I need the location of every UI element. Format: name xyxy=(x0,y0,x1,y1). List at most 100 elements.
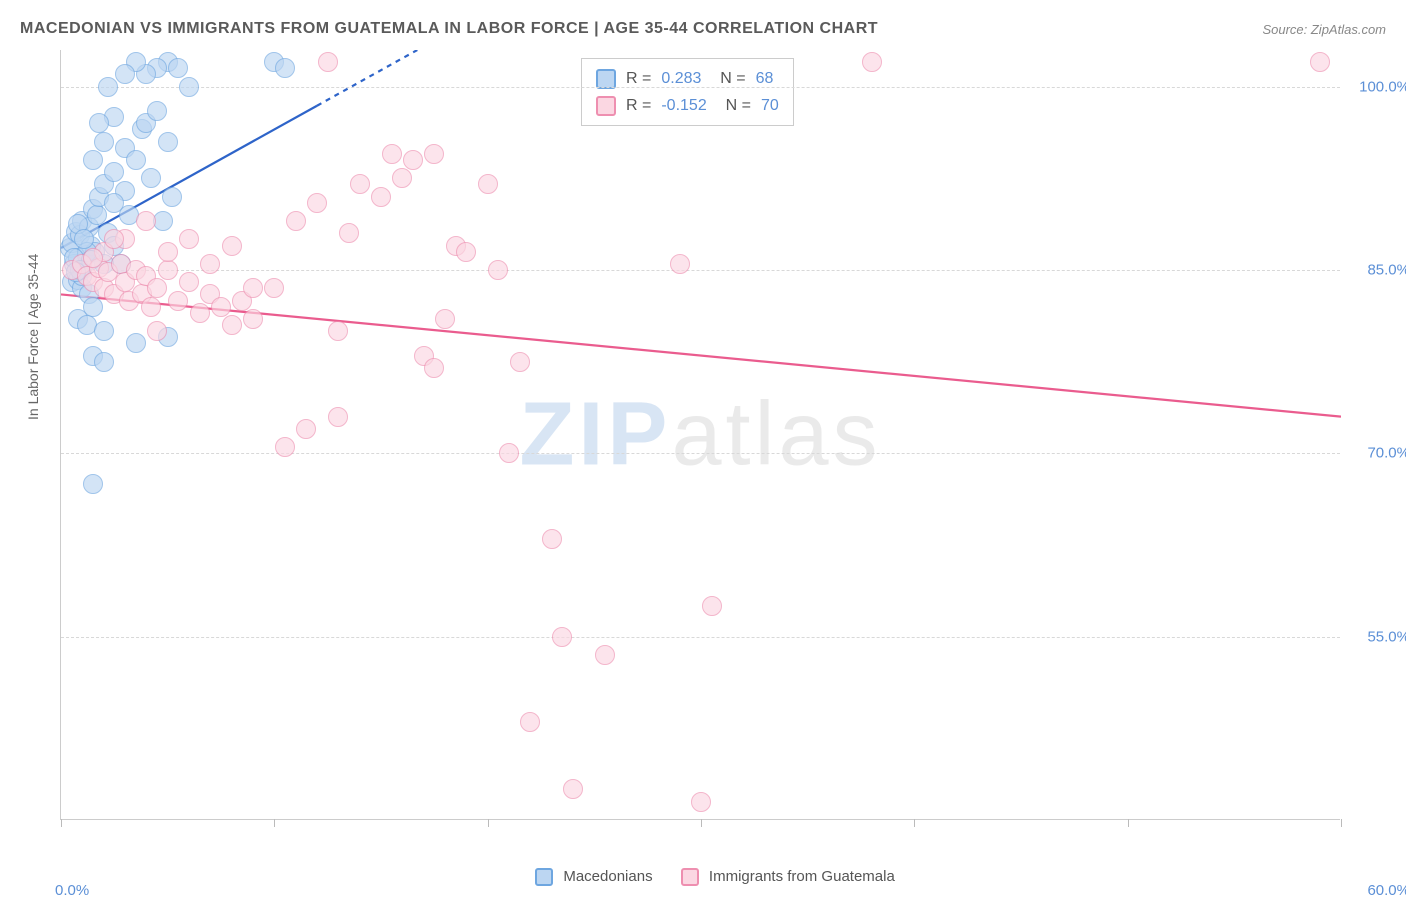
data-point xyxy=(104,193,124,213)
data-point xyxy=(222,236,242,256)
data-point xyxy=(158,242,178,262)
data-point xyxy=(595,645,615,665)
data-point xyxy=(211,297,231,317)
data-point xyxy=(74,229,94,249)
n-value-pink: 70 xyxy=(761,92,779,119)
data-point xyxy=(488,260,508,280)
n-value-blue: 68 xyxy=(756,65,774,92)
data-point xyxy=(350,174,370,194)
stats-row-macedonian: R = 0.283 N = 68 xyxy=(596,65,779,92)
watermark: ZIPatlas xyxy=(519,383,881,486)
data-point xyxy=(89,113,109,133)
gridline xyxy=(61,637,1340,638)
data-point xyxy=(670,254,690,274)
y-tick-label: 100.0% xyxy=(1359,78,1406,95)
series-legend: Macedonians Immigrants from Guatemala xyxy=(0,868,1406,886)
data-point xyxy=(98,77,118,97)
data-point xyxy=(478,174,498,194)
gridline xyxy=(61,87,1340,88)
chart-header: MACEDONIAN VS IMMIGRANTS FROM GUATEMALA … xyxy=(20,20,1386,38)
data-point xyxy=(158,260,178,280)
x-tick xyxy=(914,819,915,827)
data-point xyxy=(200,254,220,274)
stats-legend: R = 0.283 N = 68 R = -0.152 N = 70 xyxy=(581,58,794,126)
data-point xyxy=(147,278,167,298)
data-point xyxy=(243,309,263,329)
data-point xyxy=(147,101,167,121)
data-point xyxy=(190,303,210,323)
data-point xyxy=(168,58,188,78)
x-tick xyxy=(61,819,62,827)
data-point xyxy=(520,712,540,732)
trend-lines xyxy=(61,50,1341,820)
data-point xyxy=(499,443,519,463)
data-point xyxy=(318,52,338,72)
gridline xyxy=(61,270,1340,271)
x-tick xyxy=(488,819,489,827)
chart-source: Source: ZipAtlas.com xyxy=(1262,22,1386,37)
data-point xyxy=(382,144,402,164)
data-point xyxy=(179,229,199,249)
data-point xyxy=(542,529,562,549)
y-tick-label: 55.0% xyxy=(1367,628,1406,645)
r-value-pink: -0.152 xyxy=(661,92,706,119)
data-point xyxy=(94,132,114,152)
data-point xyxy=(158,132,178,152)
data-point xyxy=(275,58,295,78)
data-point xyxy=(83,474,103,494)
data-point xyxy=(104,162,124,182)
data-point xyxy=(424,144,444,164)
x-tick xyxy=(1341,819,1342,827)
data-point xyxy=(243,278,263,298)
data-point xyxy=(94,321,114,341)
y-tick-label: 85.0% xyxy=(1367,262,1406,279)
r-value-blue: 0.283 xyxy=(661,65,701,92)
data-point xyxy=(552,627,572,647)
data-point xyxy=(392,168,412,188)
data-point xyxy=(83,150,103,170)
data-point xyxy=(286,211,306,231)
data-point xyxy=(162,187,182,207)
data-point xyxy=(307,193,327,213)
data-point xyxy=(275,437,295,457)
data-point xyxy=(222,315,242,335)
data-point xyxy=(126,150,146,170)
data-point xyxy=(87,205,107,225)
data-point xyxy=(328,321,348,341)
data-point xyxy=(403,150,423,170)
data-point xyxy=(1310,52,1330,72)
data-point xyxy=(371,187,391,207)
data-point xyxy=(862,52,882,72)
data-point xyxy=(691,792,711,812)
data-point xyxy=(126,333,146,353)
chart-title: MACEDONIAN VS IMMIGRANTS FROM GUATEMALA … xyxy=(20,20,878,38)
x-tick xyxy=(274,819,275,827)
data-point xyxy=(456,242,476,262)
data-point xyxy=(136,211,156,231)
data-point xyxy=(141,297,161,317)
stats-row-guatemala: R = -0.152 N = 70 xyxy=(596,92,779,119)
data-point xyxy=(702,596,722,616)
data-point xyxy=(296,419,316,439)
data-point xyxy=(179,77,199,97)
data-point xyxy=(328,407,348,427)
x-tick xyxy=(701,819,702,827)
swatch-pink xyxy=(596,96,616,116)
data-point xyxy=(563,779,583,799)
data-point xyxy=(435,309,455,329)
data-point xyxy=(104,229,124,249)
x-tick xyxy=(1128,819,1129,827)
legend-label-blue: Macedonians xyxy=(563,868,652,885)
data-point xyxy=(339,223,359,243)
data-point xyxy=(168,291,188,311)
legend-swatch-pink xyxy=(681,868,699,886)
gridline xyxy=(61,453,1340,454)
data-point xyxy=(147,321,167,341)
swatch-blue xyxy=(596,69,616,89)
data-point xyxy=(83,248,103,268)
y-axis-title: In Labor Force | Age 35-44 xyxy=(25,254,41,420)
data-point xyxy=(115,64,135,84)
data-point xyxy=(94,352,114,372)
data-point xyxy=(141,168,161,188)
data-point xyxy=(179,272,199,292)
